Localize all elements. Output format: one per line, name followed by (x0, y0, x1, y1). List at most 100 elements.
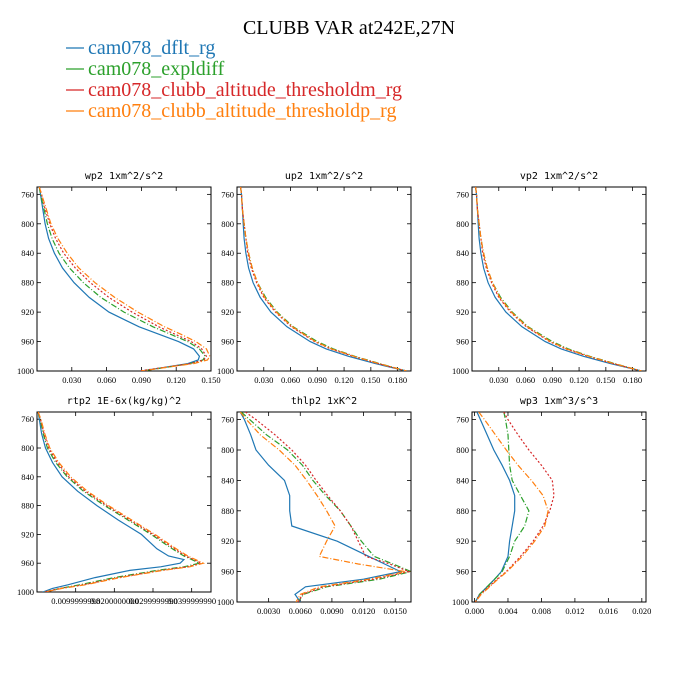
series-line (240, 187, 407, 371)
legend-label: cam078_dflt_rg (88, 37, 215, 59)
series-line (38, 187, 211, 371)
y-tick-label: 880 (456, 278, 469, 288)
y-tick-label: 920 (456, 307, 469, 317)
series-line (245, 412, 411, 602)
chart-panel: vp2 1xm^2/s^2 760 800 840 880 920 960 1000 0.030… (452, 171, 647, 385)
panel-title: thlp2 1xK^2 (291, 396, 357, 407)
plot-frame (36, 186, 212, 372)
x-tick-label: 0.060 (97, 375, 116, 385)
legend-entry: cam078_dflt_rg (66, 37, 215, 59)
x-tick-label: 0.150 (201, 375, 220, 385)
series-line (239, 412, 403, 602)
panel-title: up2 1xm^2/s^2 (285, 171, 363, 182)
y-tick-label: 800 (221, 445, 234, 455)
y-tick-label: 800 (21, 219, 34, 229)
x-tick-label: 0.0399999990 (167, 596, 216, 606)
chart-panel: wp2 1xm^2/s^2 760 800 840 880 920 960 1000 0.030… (17, 171, 221, 385)
series-line (240, 187, 407, 371)
y-tick-label: 760 (456, 189, 469, 199)
y-tick-label: 960 (456, 567, 469, 577)
x-tick-label: 0.060 (281, 375, 300, 385)
series-line (475, 187, 642, 371)
y-tick-label: 760 (21, 189, 34, 199)
series-line (474, 412, 516, 602)
y-tick-label: 880 (456, 506, 469, 516)
x-tick-label: 0.090 (543, 375, 562, 385)
y-tick-label: 1000 (452, 366, 469, 376)
legend-entry: cam078_expldiff (66, 58, 225, 80)
y-tick-label: 1000 (217, 366, 234, 376)
chart-panel: up2 1xm^2/s^2 760 800 840 880 920 960 1000 0.030… (217, 171, 412, 385)
y-tick-label: 800 (21, 443, 34, 453)
y-tick-label: 840 (21, 472, 34, 482)
y-tick-label: 800 (221, 219, 234, 229)
y-tick-label: 920 (456, 536, 469, 546)
series-line (475, 187, 642, 371)
plot-frame (471, 411, 647, 603)
series-line (474, 412, 530, 602)
y-tick-label: 760 (456, 415, 469, 425)
y-tick-label: 960 (221, 337, 234, 347)
y-tick-label: 880 (21, 501, 34, 511)
legend-label: cam078_clubb_altitude_thresholdp_rg (88, 100, 396, 122)
x-tick-label: 0.0099999998 (51, 596, 100, 606)
x-tick-label: 0.000 (465, 606, 484, 616)
y-tick-label: 1000 (217, 597, 234, 607)
x-tick-label: 0.180 (623, 375, 642, 385)
series-line (37, 412, 186, 592)
y-tick-label: 920 (221, 536, 234, 546)
legend-label: cam078_clubb_altitude_thresholdm_rg (88, 79, 402, 101)
y-tick-label: 960 (21, 558, 34, 568)
x-tick-label: 0.030 (254, 375, 273, 385)
x-tick-label: 0.020 (632, 606, 651, 616)
plot-frame (36, 411, 212, 593)
x-tick-label: 0.0030 (257, 606, 280, 616)
series-line (239, 412, 406, 602)
legend-entry: cam078_clubb_altitude_thresholdp_rg (66, 100, 396, 122)
chart-panel: wp3 1xm^3/s^3 760 800 840 880 920 960 10000.000… (452, 396, 651, 616)
figure-title: CLUBB VAR at242E,27N (243, 17, 455, 39)
y-tick-label: 840 (21, 248, 34, 258)
y-tick-label: 840 (221, 248, 234, 258)
series-line (475, 187, 642, 371)
y-tick-label: 960 (456, 337, 469, 347)
y-tick-label: 760 (221, 189, 234, 199)
plot-frame (471, 186, 647, 372)
y-tick-label: 1000 (452, 597, 469, 607)
x-tick-label: 0.0150 (383, 606, 406, 616)
x-tick-label: 0.016 (599, 606, 618, 616)
series-line (240, 187, 407, 371)
x-tick-label: 0.0299999990 (129, 596, 178, 606)
y-tick-label: 760 (21, 414, 34, 424)
y-tick-label: 760 (221, 415, 234, 425)
x-tick-label: 0.0120 (352, 606, 375, 616)
x-tick-label: 0.090 (132, 375, 151, 385)
panel-title: wp2 1xm^2/s^2 (85, 171, 163, 182)
x-tick-label: 0.030 (489, 375, 508, 385)
x-tick-label: 0.120 (570, 375, 589, 385)
plot-frame (236, 411, 412, 603)
x-tick-label: 0.004 (498, 606, 518, 616)
panel-grid: wp2 1xm^2/s^2 760 800 840 880 920 960 1000 0.030… (17, 171, 651, 616)
panel-title: rtp2 1E-6x(kg/kg)^2 (67, 396, 181, 407)
y-tick-label: 880 (21, 278, 34, 288)
series-line (475, 187, 642, 371)
panel-title: wp3 1xm^3/s^3 (520, 396, 598, 407)
series-line (474, 412, 555, 602)
y-tick-label: 920 (21, 307, 34, 317)
y-tick-label: 960 (21, 337, 34, 347)
x-tick-label: 0.012 (565, 606, 584, 616)
x-tick-label: 0.120 (335, 375, 354, 385)
series-line (38, 187, 201, 371)
series-line (38, 187, 206, 371)
x-tick-label: 0.0090 (320, 606, 343, 616)
series-line (37, 412, 202, 592)
y-tick-label: 840 (456, 248, 469, 258)
y-tick-label: 920 (21, 529, 34, 539)
chart-panel: thlp2 1xK^2 760 800 840 880 920 960 1000 0.0030 0… (217, 396, 412, 616)
panel-title: vp2 1xm^2/s^2 (520, 171, 598, 182)
y-tick-label: 880 (221, 506, 234, 516)
legend-label: cam078_expldiff (88, 58, 225, 80)
x-tick-label: 0.0060 (289, 606, 312, 616)
